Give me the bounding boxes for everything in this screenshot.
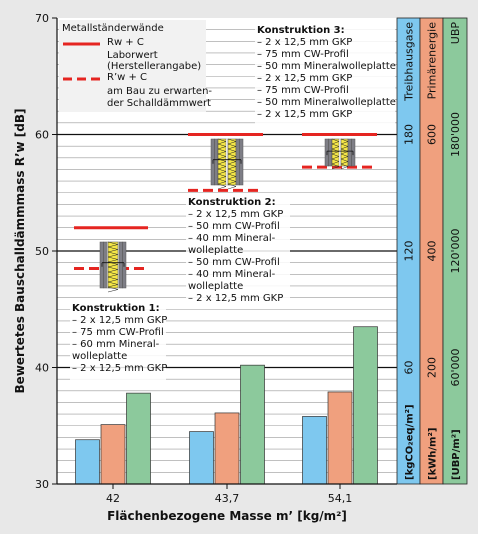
bar-primärenergie-1	[100, 424, 126, 485]
construction-line: – 75 mm CW-Profil	[72, 327, 164, 338]
x-tick-label: 42	[106, 492, 120, 505]
legend-solid-desc-1: Laborwert	[107, 50, 158, 61]
legend-dashed-desc-2: der Schalldämmwert	[107, 98, 211, 109]
construction-3: Konstruktion 3:– 2 x 12,5 mm GKP– 75 mm …	[255, 22, 396, 124]
y-axis-title: Bewertetes Bauschalldämmmass R’w [dB]	[13, 109, 27, 394]
right-axis-tick-label: 400	[426, 241, 439, 262]
bar-treibhausgase-3	[302, 416, 327, 485]
construction-background	[255, 22, 395, 124]
bar-primärenergie-2	[214, 412, 240, 485]
bars	[75, 326, 378, 485]
bar-ubp-1	[126, 392, 151, 485]
wall-icon-3	[324, 138, 356, 170]
x-axis: 42 43,7 54,1	[57, 483, 397, 505]
x-tick-label: 54,1	[328, 492, 353, 505]
right-axis-tick-label: 60	[403, 361, 416, 375]
construction-line: wolleplatte	[72, 351, 127, 362]
construction-line: – 50 mm CW-Profil	[188, 221, 280, 232]
construction-line: – 50 mm Mineralwolleplatte	[257, 61, 396, 72]
y-tick-label: 40	[35, 362, 49, 375]
construction-line: – 2 x 12,5 mm GKP	[257, 73, 352, 84]
right-axis-band	[442, 17, 468, 485]
right-axis-tick-label: 180'000	[449, 112, 462, 157]
right-axis-tick-label: 120'000	[449, 228, 462, 273]
legend-solid-desc-2: (Herstellerangabe)	[107, 61, 201, 72]
x-tick-label: 43,7	[215, 492, 240, 505]
legend-dashed-desc-1: am Bau zu erwarten-	[107, 86, 212, 97]
bar-treibhausgase-2	[189, 431, 214, 485]
y-tick-label: 60	[35, 129, 49, 142]
right-axis-1: Treibhausgase [kgCO₂eq/m²] 60 120 180	[396, 17, 421, 485]
construction-2: Konstruktion 2:– 2 x 12,5 mm GKP– 50 mm …	[186, 194, 290, 308]
wall-icon-1	[99, 241, 127, 293]
y-axis: 30 40 50 60 70	[35, 12, 58, 491]
bar-treibhausgase-1	[75, 439, 100, 485]
right-axis-title: Treibhausgase	[403, 22, 416, 102]
legend-solid-label: Rw + C	[107, 37, 144, 48]
construction-line: – 40 mm Mineral-	[188, 269, 276, 280]
right-axis-tick-label: 600	[426, 124, 439, 145]
construction-line: – 2 x 12,5 mm GKP	[72, 363, 167, 374]
construction-descriptions: Konstruktion 1:– 2 x 12,5 mm GKP– 75 mm …	[70, 22, 396, 380]
bar-ubp-3	[353, 326, 378, 485]
construction-line: – 2 x 12,5 mm GKP	[257, 37, 352, 48]
construction-line: wolleplatte	[188, 245, 243, 256]
y-tick-label: 30	[35, 478, 49, 491]
bar-ubp-2	[240, 364, 265, 485]
right-axis-tick-label: 60'000	[449, 348, 462, 386]
construction-line: – 75 mm CW-Profil	[257, 85, 349, 96]
right-axis-3: UBP [UBP/m²] 60'000 120'000 180'000	[442, 17, 468, 485]
x-axis-title: Flächenbezogene Masse m’ [kg/m²]	[107, 509, 347, 523]
right-axis-title: Primärenergie	[426, 22, 439, 100]
wall-icons	[99, 138, 356, 293]
legend-title: Metallständerwände	[62, 23, 164, 34]
wall-icon-2	[210, 138, 244, 190]
construction-1: Konstruktion 1:– 2 x 12,5 mm GKP– 75 mm …	[70, 300, 167, 380]
legend-background	[59, 20, 206, 112]
construction-background	[186, 194, 290, 308]
construction-title: Konstruktion 3:	[257, 25, 345, 36]
construction-title: Konstruktion 2:	[188, 197, 276, 208]
bar-primärenergie-3	[327, 391, 353, 485]
construction-line: – 60 mm Mineral-	[72, 339, 160, 350]
construction-line: wolleplatte	[188, 281, 243, 292]
legend: Metallständerwände Rw + C Laborwert (Her…	[59, 20, 212, 112]
right-axis-tick-label: 200	[426, 357, 439, 378]
right-axis-unit: [kgCO₂eq/m²]	[405, 404, 416, 480]
construction-line: – 2 x 12,5 mm GKP	[188, 293, 283, 304]
right-axis-tick-label: 120	[403, 241, 416, 262]
construction-line: – 75 mm CW-Profil	[257, 49, 349, 60]
right-axis-unit: [UBP/m²]	[451, 429, 462, 480]
construction-line: – 50 mm Mineralwolleplatte	[257, 97, 396, 108]
construction-line: – 2 x 12,5 mm GKP	[72, 315, 167, 326]
right-axis-tick-label: 180	[403, 124, 416, 145]
construction-line: – 50 mm CW-Profil	[188, 257, 280, 268]
y-tick-label: 70	[35, 12, 49, 25]
construction-line: – 2 x 12,5 mm GKP	[257, 109, 352, 120]
construction-line: – 40 mm Mineral-	[188, 233, 276, 244]
right-axis-unit: [kWh/m²]	[428, 428, 439, 480]
construction-title: Konstruktion 1:	[72, 303, 160, 314]
right-axis-2: Primärenergie [kWh/m²] 200 400 600	[419, 17, 444, 485]
right-axis-title: UBP	[449, 22, 462, 45]
y-tick-label: 50	[35, 245, 49, 258]
construction-line: – 2 x 12,5 mm GKP	[188, 209, 283, 220]
right-axes: Treibhausgase[kgCO₂eq/m²]60120180Primäre…	[396, 17, 468, 485]
legend-dashed-label: R’w + C	[107, 72, 147, 83]
construction-background	[70, 300, 166, 380]
